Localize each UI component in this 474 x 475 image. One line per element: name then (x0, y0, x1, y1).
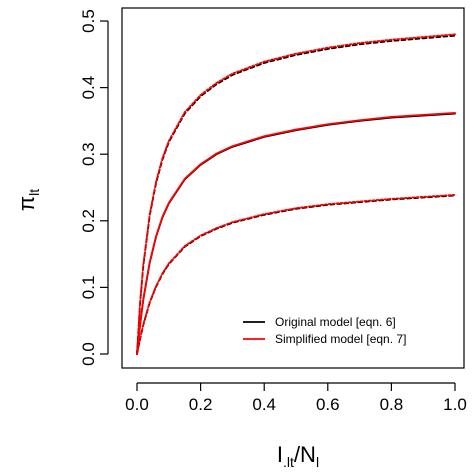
x-tick-label-1: 0.2 (189, 395, 213, 414)
series-line-original-upper (136, 34, 456, 355)
legend: Original model [eqn. 6] Simplified model … (243, 315, 406, 346)
series-line-simplified-upper (136, 33, 456, 355)
plot-frame (121, 7, 465, 369)
x-axis-title-main: I (277, 442, 283, 467)
y-axis-title-sub: lt (26, 189, 42, 196)
svg-text:πlt: πlt (14, 189, 42, 211)
x-axis-title-sub2: l (316, 454, 319, 470)
axes: 0.0 0.2 0.4 0.6 0.8 1.0 0.0 0.1 0.2 0.3 0.4 0.5 (79, 9, 467, 414)
legend-label-1: Simplified model [eqn. 7] (275, 332, 406, 346)
x-axis-title-slash: /N (294, 442, 316, 467)
svg-text:I.lt/Nl: I.lt/Nl (277, 442, 319, 470)
y-axis-title: πlt (14, 189, 42, 211)
x-tick-label-4: 0.8 (380, 395, 404, 414)
y-tick-label-4: 0.4 (79, 76, 98, 100)
x-tick-label-2: 0.4 (252, 395, 276, 414)
x-tick-label-3: 0.6 (316, 395, 340, 414)
x-tick-label-0: 0.0 (125, 395, 149, 414)
curves (136, 33, 456, 355)
y-tick-label-2: 0.2 (79, 209, 98, 233)
x-axis-title-sub: .lt (283, 454, 294, 470)
y-tick-label-1: 0.1 (79, 276, 98, 300)
plot-area (121, 7, 465, 369)
series-line-simplified-lower (136, 193, 456, 355)
y-tick-label-5: 0.5 (79, 9, 98, 33)
x-tick-label-5: 1.0 (443, 395, 467, 414)
y-axis-title-main: π (14, 196, 39, 211)
series-line-original-lower (136, 194, 456, 355)
x-axis-title: I.lt/Nl (277, 442, 319, 470)
legend-label-0: Original model [eqn. 6] (275, 315, 396, 329)
y-tick-label-0: 0.0 (79, 342, 98, 366)
y-tick-label-3: 0.3 (79, 142, 98, 166)
series-line-simplified-middle (136, 112, 456, 355)
